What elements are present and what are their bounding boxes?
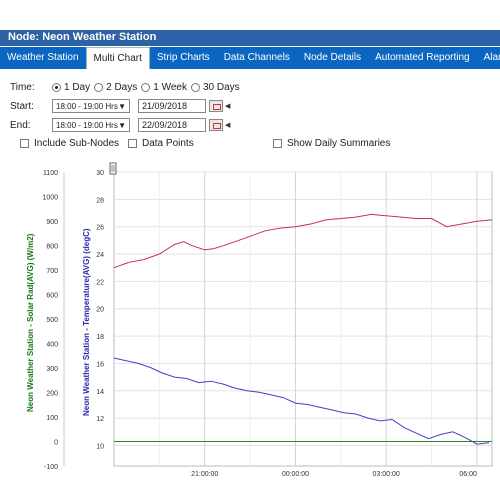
radio-1-week-label: 1 Week	[153, 82, 187, 93]
tab-weather-station[interactable]: Weather Station	[7, 52, 79, 63]
chart-grid	[63, 171, 493, 467]
right-tick-label: 28	[96, 197, 104, 204]
x-axis-ticks: 21:00:00 00:00:00 03:00:00 06:00	[191, 471, 477, 478]
show-daily-option[interactable]: Show Daily Summaries	[273, 138, 390, 149]
caret-left-icon: ◀	[225, 103, 231, 110]
left-tick-label: 300	[46, 366, 58, 373]
tab-alarms[interactable]: Alarms	[483, 52, 500, 63]
series-line-1	[113, 357, 490, 445]
radio-1-day[interactable]	[52, 83, 61, 92]
scroll-handle[interactable]	[109, 162, 117, 175]
tab-multi-chart[interactable]: Multi Chart	[85, 47, 150, 69]
series-line-0	[113, 213, 493, 269]
start-row: Start: 18:00 - 19:00 Hrs ▼ 21/09/2018 ◀	[10, 99, 230, 113]
radio-1-day-label: 1 Day	[64, 82, 91, 93]
left-tick-label: 100	[46, 415, 58, 422]
left-tick-label: 500	[46, 317, 58, 324]
start-label: Start:	[10, 100, 34, 112]
left-tick-label: 0	[54, 440, 58, 447]
left-tick-label: 600	[46, 293, 58, 300]
right-tick-label: 10	[96, 443, 104, 450]
right-tick-label: 30	[96, 170, 104, 177]
tab-automated-reporting[interactable]: Automated Reporting	[375, 52, 470, 63]
end-label: End:	[10, 119, 31, 131]
right-axis-label: Neon Weather Station - Temperature(AVG) …	[82, 228, 91, 416]
radio-2-days[interactable]	[94, 83, 104, 92]
end-date-input[interactable]: 22/09/2018	[138, 118, 206, 132]
include-subnodes-label: Include Sub-Nodes	[34, 138, 120, 149]
window-title: Node: Neon Weather Station	[0, 30, 500, 46]
time-label: Time:	[10, 82, 35, 93]
calendar-icon[interactable]	[209, 100, 223, 112]
x-tick-label: 00:00:00	[282, 471, 309, 478]
left-tick-label: 1000	[42, 195, 58, 202]
left-tick-label: 800	[46, 244, 58, 251]
start-hours-value: 18:00 - 19:00 Hrs	[56, 101, 118, 111]
include-subnodes-option[interactable]: Include Sub-Nodes	[20, 138, 119, 149]
chart-series	[113, 213, 493, 445]
x-tick-label: 21:00:00	[191, 471, 218, 478]
caret-left-icon: ◀	[225, 122, 231, 129]
tab-data-channels[interactable]: Data Channels	[223, 52, 290, 63]
radio-30-days-label: 30 Days	[202, 82, 240, 93]
radio-30-days[interactable]	[190, 83, 200, 92]
x-tick-label: 06:00	[459, 471, 477, 478]
multi-line-chart: -100 0 100 200 300 400 500 600 700 800 900 1000 1100…	[42, 162, 493, 478]
time-row: Time: 1 Day 2 Days 1 Week 30 Days	[10, 82, 240, 93]
include-subnodes-checkbox[interactable]	[20, 139, 29, 148]
end-hours-select[interactable]: 18:00 - 19:00 Hrs ▼	[52, 118, 130, 132]
left-tick-label: 700	[46, 268, 58, 275]
right-tick-label: 12	[96, 416, 104, 423]
right-tick-label: 18	[96, 334, 104, 341]
end-row: End: 18:00 - 19:00 Hrs ▼ 22/09/2018 ◀	[10, 118, 230, 132]
start-date-input[interactable]: 21/09/2018	[138, 99, 206, 113]
data-points-label: Data Points	[142, 138, 194, 149]
right-tick-label: 20	[96, 307, 104, 314]
chevron-down-icon: ▼	[118, 120, 126, 130]
right-tick-label: 14	[96, 389, 104, 396]
plot-frame	[113, 171, 493, 467]
calendar-icon[interactable]	[209, 119, 223, 131]
radio-1-week[interactable]	[141, 83, 151, 92]
radio-2-days-label: 2 Days	[106, 82, 138, 93]
tab-strip-charts[interactable]: Strip Charts	[156, 52, 210, 63]
right-tick-label: 16	[96, 361, 104, 368]
right-tick-label: 24	[96, 252, 104, 259]
data-points-option[interactable]: Data Points	[128, 138, 194, 149]
tab-bar: Weather Station Multi Chart Strip Charts…	[0, 47, 500, 69]
left-tick-label: -100	[44, 464, 58, 471]
left-tick-label: 900	[46, 219, 58, 226]
left-axis-ticks: -100 0 100 200 300 400 500 600 700 800 900 1000 1100	[42, 170, 58, 471]
start-hours-select[interactable]: 18:00 - 19:00 Hrs ▼	[52, 99, 130, 113]
data-points-checkbox[interactable]	[128, 139, 137, 148]
right-tick-label: 22	[96, 279, 104, 286]
show-daily-label: Show Daily Summaries	[287, 138, 391, 149]
left-tick-label: 400	[46, 342, 58, 349]
x-tick-label: 03:00:00	[373, 471, 400, 478]
tab-node-details[interactable]: Node Details	[303, 52, 362, 63]
left-axis-label: Neon Weather Station - Solar Rad(AVG) (W…	[26, 233, 35, 412]
left-tick-label: 200	[46, 391, 58, 398]
right-axis-ticks: 10 12 14 16 18 20 22 24 26 28 30	[96, 170, 104, 450]
end-hours-value: 18:00 - 19:00 Hrs	[56, 120, 118, 130]
chevron-down-icon: ▼	[118, 101, 126, 111]
left-tick-label: 1100	[43, 170, 58, 177]
show-daily-checkbox[interactable]	[273, 139, 282, 148]
right-tick-label: 26	[96, 225, 104, 232]
